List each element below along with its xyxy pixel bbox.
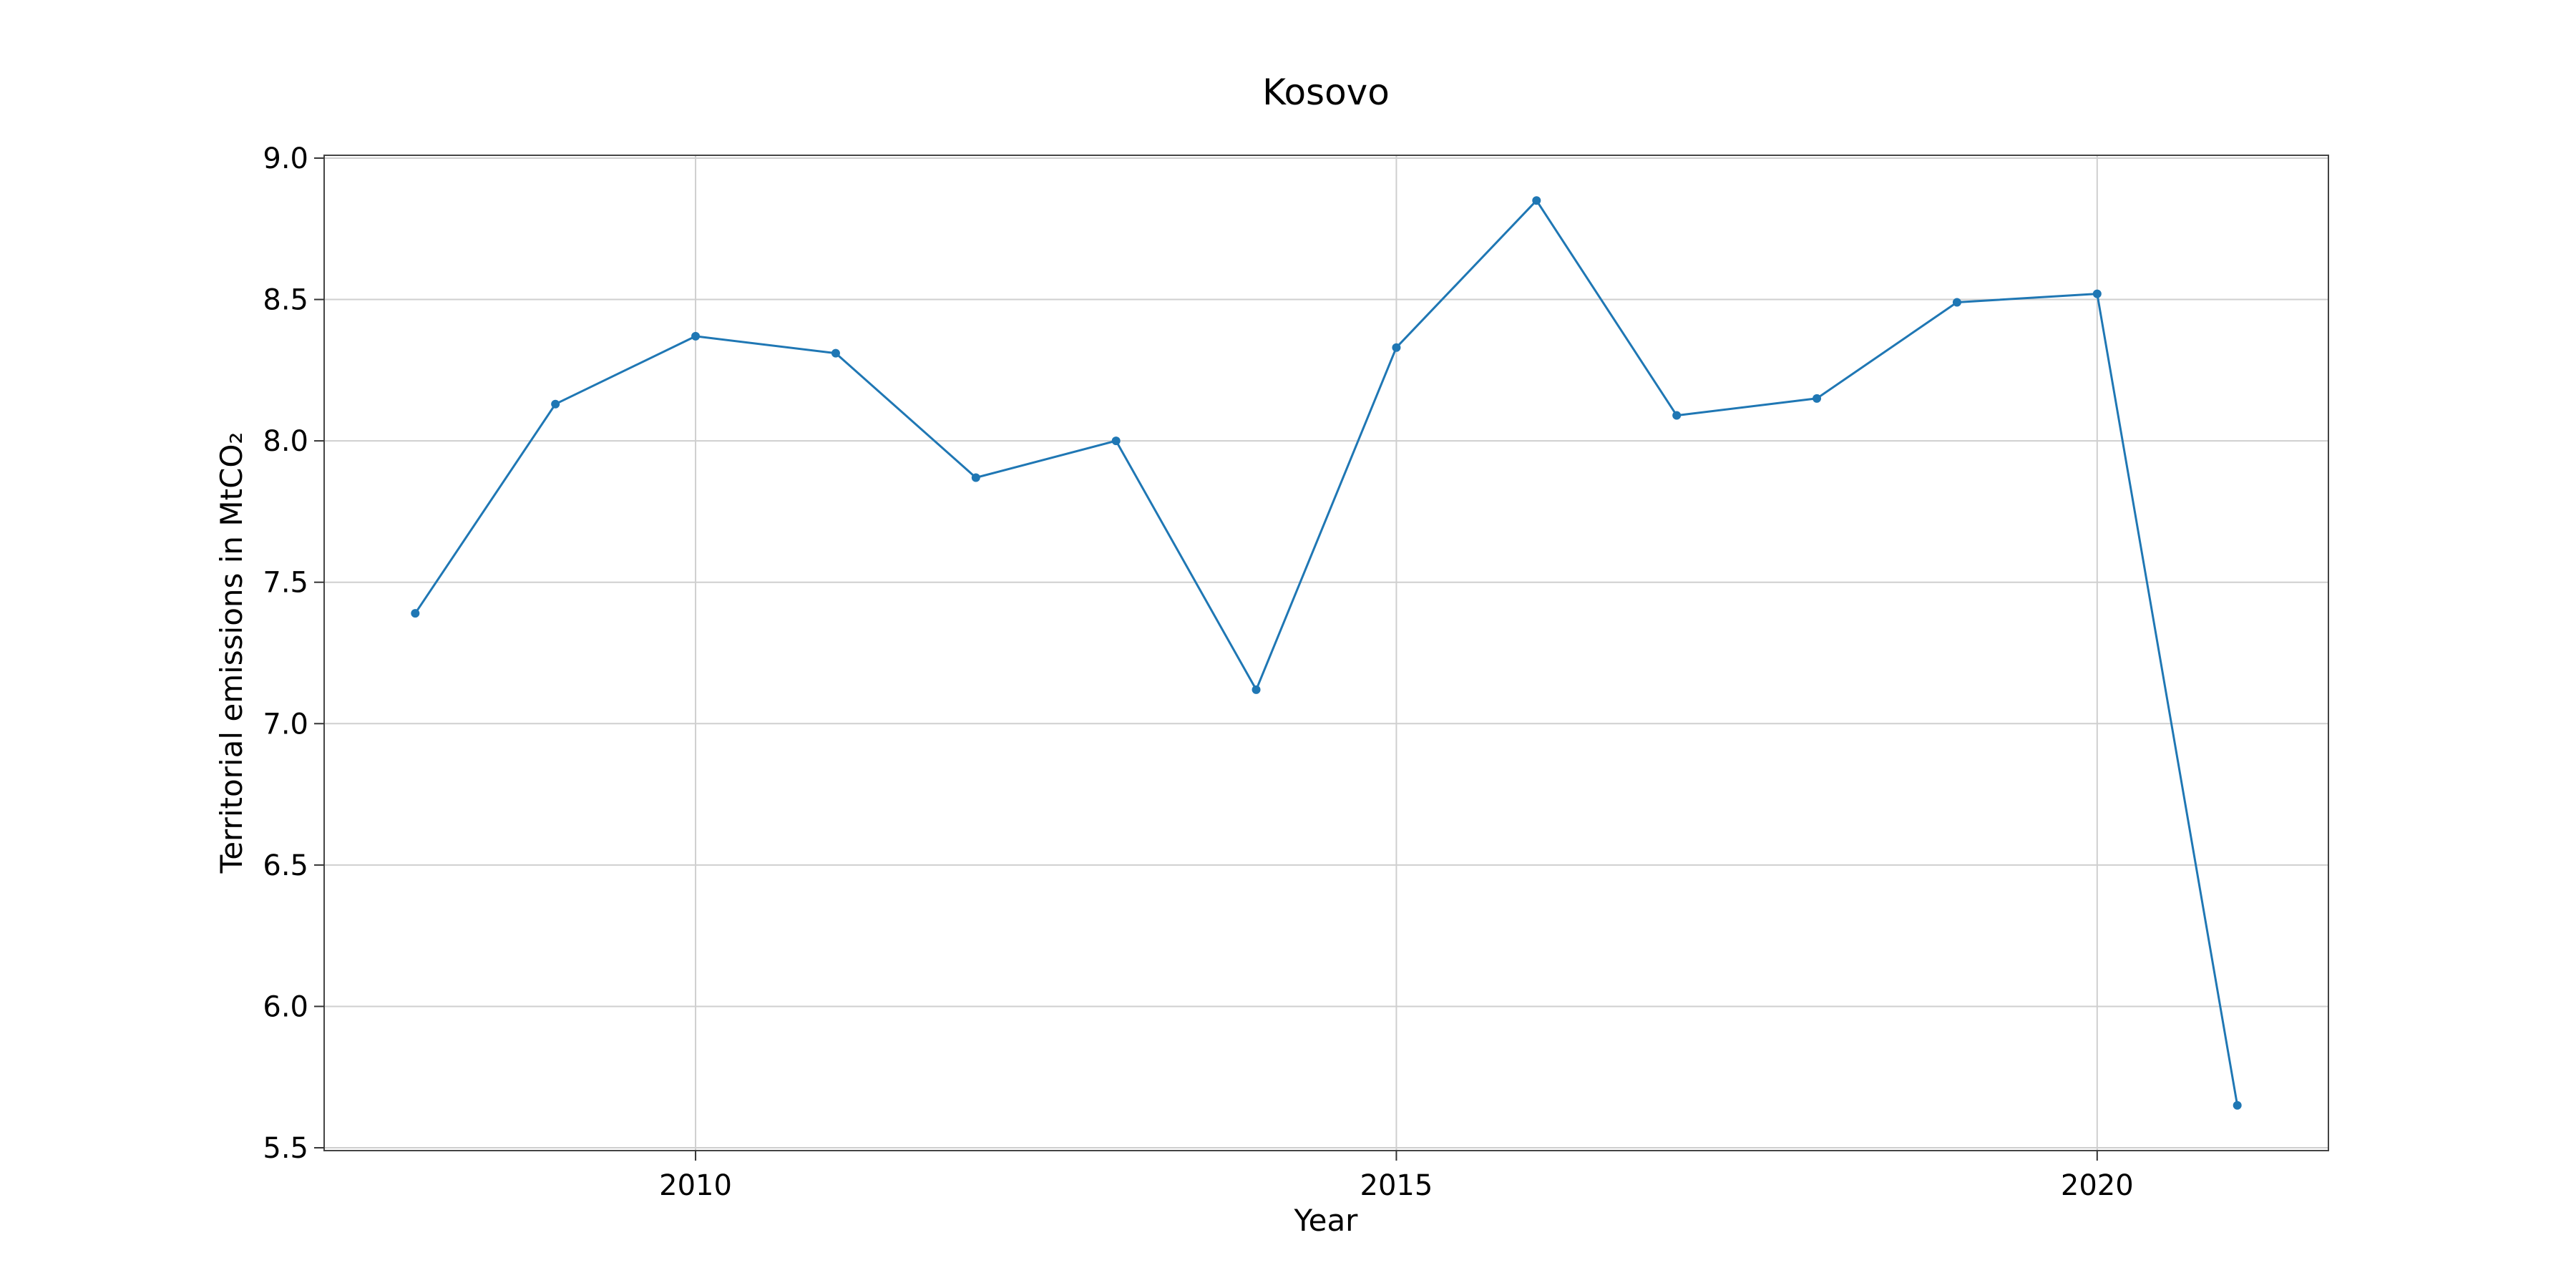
y-tick-label: 8.0 (263, 425, 308, 458)
y-tick-label: 6.0 (263, 990, 308, 1023)
data-point (551, 399, 560, 409)
y-tick-label: 8.5 (263, 284, 308, 317)
y-axis-label: Territorial emissions in MtCO₂ (214, 432, 249, 874)
y-tick-label: 7.5 (263, 567, 308, 600)
x-axis-ticks: 2010 2015 2020 (659, 1151, 2134, 1202)
y-axis-ticks: 5.5 6.0 6.5 7.0 7.5 8.0 8.5 9.0 (263, 142, 324, 1165)
series-line (414, 199, 2239, 1106)
data-point (1952, 298, 1961, 307)
x-tick-label: 2015 (1360, 1169, 1433, 1202)
data-point (691, 331, 701, 341)
y-tick-label: 5.5 (263, 1132, 308, 1165)
data-point (2233, 1101, 2242, 1110)
x-axis-label: Year (1294, 1203, 1359, 1238)
data-point (971, 473, 980, 482)
data-point (2092, 289, 2102, 298)
chart-title: Kosovo (1262, 72, 1390, 113)
x-tick-label: 2020 (2061, 1169, 2134, 1202)
plot-frame (323, 155, 2329, 1151)
y-tick-label: 7.0 (263, 708, 308, 741)
data-point (831, 348, 840, 358)
data-point (1813, 394, 1822, 403)
data-point (1532, 196, 1541, 205)
data-point (1392, 343, 1401, 352)
data-point (1111, 436, 1121, 446)
data-point (411, 609, 420, 618)
y-tick-label: 6.5 (263, 849, 308, 882)
data-point (1672, 411, 1682, 420)
data-point (1252, 685, 1261, 694)
x-tick-label: 2010 (659, 1169, 732, 1202)
grid-lines (324, 155, 2328, 1151)
y-tick-label: 9.0 (263, 142, 308, 175)
series-group (411, 196, 2242, 1110)
